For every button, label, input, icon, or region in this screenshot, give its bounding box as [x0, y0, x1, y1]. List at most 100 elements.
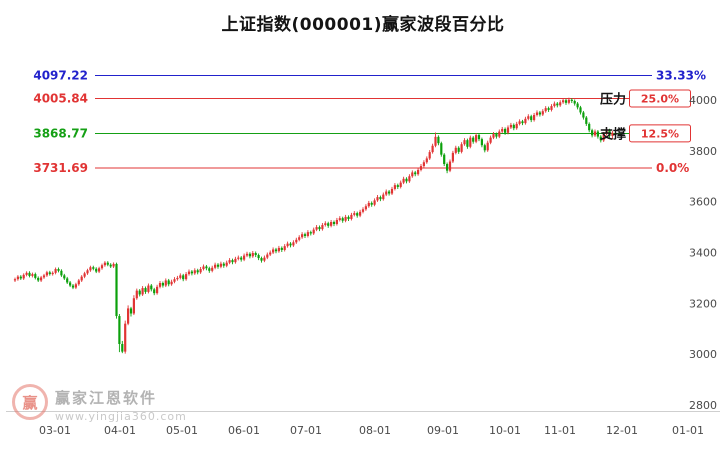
- candle: [254, 251, 257, 258]
- candle: [373, 198, 376, 207]
- candle: [492, 132, 495, 140]
- y-axis-label: 3200: [689, 297, 717, 310]
- candle: [257, 253, 260, 261]
- candle: [156, 284, 159, 295]
- candle: [167, 278, 170, 287]
- candle: [547, 106, 550, 112]
- candle: [379, 195, 382, 202]
- candle: [564, 98, 568, 105]
- candle: [506, 125, 510, 135]
- candle: [469, 135, 472, 149]
- candle: [173, 277, 176, 284]
- candle: [237, 255, 240, 261]
- candle: [80, 275, 83, 282]
- candle: [182, 273, 185, 282]
- candle: [303, 232, 307, 239]
- level-name-label: 支撑: [599, 126, 626, 142]
- level-percent-label: 33.33%: [656, 68, 706, 82]
- candle: [260, 256, 263, 263]
- candle: [95, 267, 98, 274]
- candle: [315, 225, 318, 232]
- candle: [185, 272, 188, 281]
- candle: [562, 98, 565, 104]
- candle: [321, 223, 324, 231]
- candle: [393, 183, 396, 191]
- candle: [19, 275, 22, 280]
- candle: [405, 177, 408, 184]
- candle: [576, 102, 579, 110]
- candle: [538, 110, 541, 117]
- candle: [196, 268, 199, 275]
- level-price-label: 4097.22: [33, 68, 88, 82]
- candle: [92, 265, 95, 271]
- candle: [301, 232, 304, 239]
- candle: [228, 258, 231, 265]
- candle: [193, 268, 196, 275]
- candle: [472, 136, 475, 144]
- percent-box: [629, 124, 691, 143]
- x-axis-label: 03-01: [39, 424, 71, 437]
- candle: [434, 132, 437, 148]
- level-lines: [95, 74, 652, 169]
- candle: [515, 121, 518, 130]
- candle: [199, 266, 202, 274]
- x-axis-label: 04-01: [104, 424, 136, 437]
- candle: [240, 256, 243, 262]
- candle: [521, 119, 524, 126]
- x-axis-label: 09-01: [427, 424, 459, 437]
- candle: [448, 159, 452, 173]
- level-percent-label: 12.5%: [641, 127, 679, 140]
- x-axis-label: 08-01: [359, 424, 391, 437]
- candle: [245, 251, 249, 258]
- candle: [544, 106, 547, 113]
- candle: [370, 201, 373, 207]
- candle: [248, 252, 251, 259]
- candle: [332, 220, 336, 227]
- x-axis-label: 01-01: [672, 424, 704, 437]
- candle: [602, 132, 605, 142]
- candle: [501, 126, 504, 134]
- level-percent-label: 25.0%: [641, 93, 679, 106]
- candle: [16, 275, 19, 281]
- candle: [533, 112, 536, 122]
- candle: [109, 263, 112, 269]
- candle: [208, 266, 211, 273]
- y-axis-label: 3800: [689, 145, 717, 158]
- candle: [518, 119, 521, 126]
- candle: [582, 110, 585, 120]
- candle: [124, 320, 127, 354]
- candle: [585, 116, 588, 126]
- candle: [306, 230, 309, 238]
- candle: [570, 98, 573, 104]
- candle: [498, 129, 501, 139]
- candle: [382, 192, 385, 201]
- candle: [463, 138, 466, 146]
- candle: [129, 306, 133, 317]
- candle: [356, 211, 359, 218]
- candle: [385, 189, 388, 197]
- candle: [489, 135, 492, 145]
- candle: [480, 137, 483, 148]
- candle: [376, 195, 379, 202]
- candle: [266, 252, 269, 260]
- candle: [512, 123, 515, 131]
- candle: [202, 264, 205, 271]
- candle: [414, 170, 417, 177]
- candle: [106, 261, 109, 267]
- candle: [216, 263, 220, 269]
- candle: [608, 128, 611, 138]
- candle: [605, 128, 608, 136]
- y-axis-label: 2800: [689, 399, 717, 412]
- candle: [509, 122, 512, 129]
- candle: [251, 250, 254, 258]
- candle: [263, 255, 266, 263]
- candle: [74, 282, 77, 290]
- candle: [530, 114, 533, 123]
- candle: [327, 221, 330, 228]
- candle: [144, 286, 147, 294]
- candle: [443, 153, 446, 167]
- chart-labels: 4097.22 33.33% 4005.84 压力 25.0% 3868.77 支撑 12.5…: [6, 68, 720, 437]
- candle: [431, 143, 434, 154]
- candle: [289, 242, 292, 248]
